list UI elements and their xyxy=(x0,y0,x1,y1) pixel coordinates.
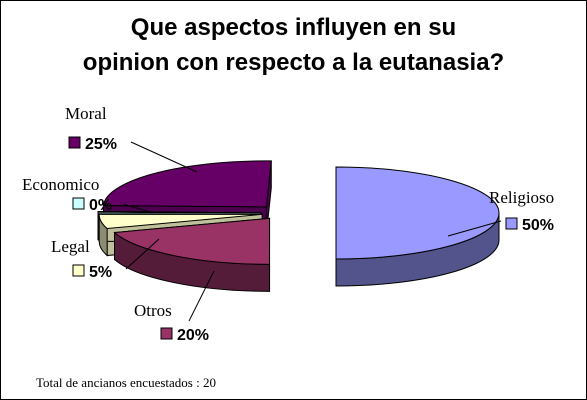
leader-lines xyxy=(122,141,502,322)
leader-line-economico xyxy=(122,203,154,214)
pie-slice-economico-top xyxy=(97,210,262,214)
chart-title-line-1: Que aspectos influyen en su xyxy=(130,14,457,41)
pie-slice-religioso-top xyxy=(335,166,500,260)
value-label-moral: 25% xyxy=(85,136,117,153)
leader-line-legal xyxy=(125,238,160,270)
legend-swatch-otros xyxy=(160,327,173,340)
leader-line-religioso xyxy=(447,220,502,237)
pie-slice-otros xyxy=(113,217,271,292)
value-label-economico: 0% xyxy=(89,197,112,214)
legend-swatch-economico xyxy=(72,197,85,210)
pie-slice-religioso xyxy=(335,166,500,287)
value-label-religioso: 50% xyxy=(522,217,554,234)
category-label-legal: Legal xyxy=(51,237,90,256)
category-label-religioso: Religioso xyxy=(489,188,554,207)
pie-slice-otros-top xyxy=(113,217,271,265)
leader-line-otros xyxy=(188,270,215,322)
legend-swatch-religioso xyxy=(505,217,518,230)
category-label-otros: Otros xyxy=(134,301,172,320)
pie-slice-moral-top xyxy=(102,160,272,208)
pie-slices xyxy=(97,160,500,292)
chart-title-line-2: opinion con respecto a la eutanasia? xyxy=(82,49,505,76)
value-label-otros: 20% xyxy=(177,327,209,344)
footnote: Total de ancianos encuestados : 20 xyxy=(36,375,216,390)
value-label-legal: 5% xyxy=(89,264,112,281)
category-label-economico: Economico xyxy=(22,175,99,194)
pie-slice-legal-top xyxy=(98,213,263,230)
legend-swatch-legal xyxy=(72,264,85,277)
legend-swatch-moral xyxy=(68,136,81,149)
leader-line-moral xyxy=(130,141,198,173)
category-label-moral: Moral xyxy=(65,104,107,123)
